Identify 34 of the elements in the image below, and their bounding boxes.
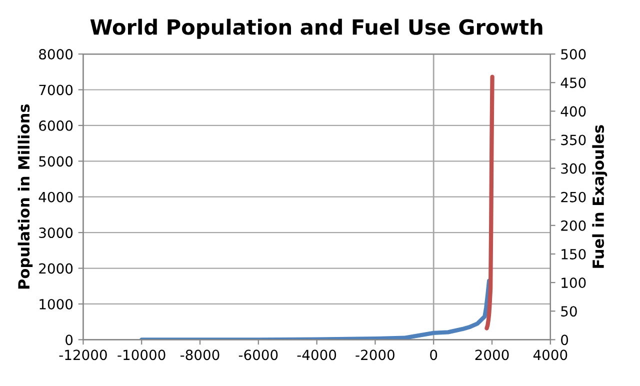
y-tick-label: 2000 — [39, 263, 73, 274]
y2-tick-label: 400 — [560, 106, 586, 117]
y-tick-label: 3000 — [39, 228, 73, 238]
y-tick-label: 5000 — [39, 156, 73, 167]
y2-tick-label: 0 — [561, 334, 568, 346]
y-tick-label: 7000 — [39, 84, 73, 96]
x-tick-label: -10000 — [118, 350, 166, 360]
y2-tick-label: 300 — [561, 163, 586, 174]
y2-tick-label: 250 — [561, 192, 586, 202]
y-tick-label: 8000 — [39, 49, 73, 60]
x-tick-label: -2000 — [356, 350, 394, 360]
line-series — [140, 278, 492, 340]
y-tick-label: 0 — [66, 334, 73, 346]
y2-tick-label: 450 — [560, 78, 586, 88]
y2-tick-label: 350 — [561, 134, 586, 146]
y2-tick-label: 100 — [562, 278, 586, 288]
y2-tick-label: 500 — [561, 49, 586, 60]
y2-tick-label: 150 — [562, 248, 586, 260]
x-tick-label: 0 — [430, 350, 438, 360]
x-tick-label: 4000 — [533, 350, 568, 360]
x-tick-label: -6000 — [238, 350, 278, 360]
chart-title: World Population and Fuel Use Growth — [90, 18, 542, 39]
line-series — [484, 74, 494, 330]
y-tick-label: 4000 — [38, 192, 73, 202]
x-tick-label: -12000 — [59, 350, 107, 360]
x-tick-label: 2000 — [475, 350, 509, 360]
y2-tick-label: 200 — [561, 220, 586, 231]
x-tick-label: -8000 — [180, 350, 220, 360]
y-tick-label: 1000 — [40, 298, 73, 310]
y2-axis-title: Fuel in Exajoules — [592, 125, 608, 268]
y-tick-label: 6000 — [39, 120, 73, 131]
y-axis-title: Population in Millions — [18, 104, 33, 289]
x-tick-label: -4000 — [297, 350, 336, 360]
y2-tick-label: 50 — [561, 306, 577, 317]
